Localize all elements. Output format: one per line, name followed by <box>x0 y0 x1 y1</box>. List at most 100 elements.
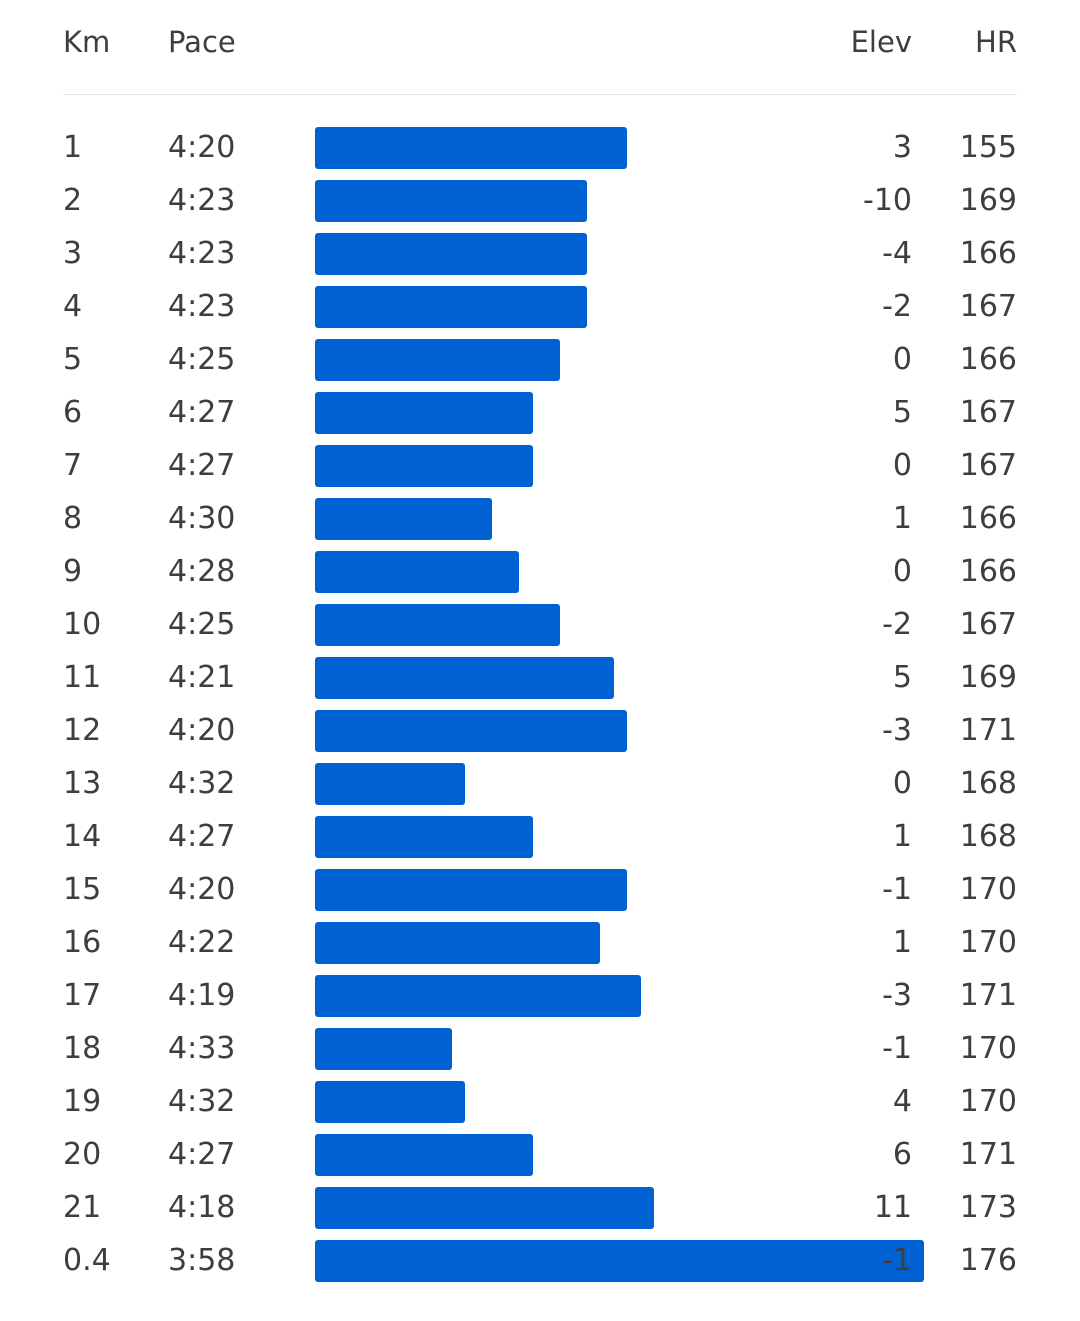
pace-bar <box>315 180 587 222</box>
split-km: 11 <box>63 660 102 695</box>
split-elev: 0 <box>892 342 912 377</box>
split-hr: 167 <box>959 289 1017 324</box>
split-hr: 166 <box>959 554 1017 589</box>
split-pace: 4:27 <box>168 395 236 430</box>
pace-bar <box>315 1240 924 1282</box>
split-elev: -1 <box>882 872 912 907</box>
split-row: 5 4:25 0 166 <box>0 339 1080 392</box>
pace-bar <box>315 233 587 275</box>
split-pace: 4:20 <box>168 872 236 907</box>
header-divider <box>63 94 1017 95</box>
split-hr: 170 <box>959 872 1017 907</box>
split-row: 2 4:23 -10 169 <box>0 180 1080 233</box>
split-pace: 4:25 <box>168 342 236 377</box>
split-pace: 4:22 <box>168 925 236 960</box>
split-elev: 0 <box>892 448 912 483</box>
column-header-elev: Elev <box>850 25 912 59</box>
split-km: 2 <box>63 183 83 218</box>
split-row: 15 4:20 -1 170 <box>0 869 1080 922</box>
split-hr: 167 <box>959 607 1017 642</box>
splits-header: Km Pace Elev HR <box>0 0 1080 95</box>
split-elev: 3 <box>892 130 912 165</box>
split-elev: -3 <box>882 713 912 748</box>
split-hr: 166 <box>959 501 1017 536</box>
split-elev: -3 <box>882 978 912 1013</box>
split-elev: -2 <box>882 289 912 324</box>
pace-bar <box>315 339 560 381</box>
split-hr: 171 <box>959 713 1017 748</box>
split-elev: 1 <box>892 501 912 536</box>
pace-bar <box>315 657 614 699</box>
split-row: 9 4:28 0 166 <box>0 551 1080 604</box>
split-pace: 4:27 <box>168 819 236 854</box>
split-row: 6 4:27 5 167 <box>0 392 1080 445</box>
pace-bar <box>315 286 587 328</box>
split-elev: 5 <box>892 660 912 695</box>
split-hr: 169 <box>959 660 1017 695</box>
split-row: 14 4:27 1 168 <box>0 816 1080 869</box>
split-row: 10 4:25 -2 167 <box>0 604 1080 657</box>
split-row: 7 4:27 0 167 <box>0 445 1080 498</box>
split-pace: 4:25 <box>168 607 236 642</box>
split-elev: -1 <box>882 1031 912 1066</box>
split-km: 1 <box>63 130 83 165</box>
split-pace: 4:20 <box>168 713 236 748</box>
pace-bar <box>315 975 641 1017</box>
split-km: 12 <box>63 713 102 748</box>
split-km: 6 <box>63 395 83 430</box>
split-hr: 171 <box>959 978 1017 1013</box>
split-km: 9 <box>63 554 83 589</box>
split-elev: 4 <box>892 1084 912 1119</box>
split-row: 17 4:19 -3 171 <box>0 975 1080 1028</box>
split-hr: 170 <box>959 1031 1017 1066</box>
split-hr: 167 <box>959 448 1017 483</box>
split-km: 14 <box>63 819 102 854</box>
split-pace: 4:27 <box>168 448 236 483</box>
pace-bar <box>315 498 492 540</box>
split-km: 20 <box>63 1137 102 1172</box>
split-hr: 166 <box>959 236 1017 271</box>
split-km: 3 <box>63 236 83 271</box>
split-hr: 170 <box>959 925 1017 960</box>
split-pace: 4:23 <box>168 289 236 324</box>
pace-bar <box>315 1134 533 1176</box>
split-hr: 167 <box>959 395 1017 430</box>
split-pace: 4:27 <box>168 1137 236 1172</box>
split-pace: 4:32 <box>168 766 236 801</box>
split-elev: -4 <box>882 236 912 271</box>
column-header-km: Km <box>63 25 111 59</box>
split-hr: 176 <box>959 1243 1017 1278</box>
pace-bar <box>315 604 560 646</box>
split-elev: -10 <box>863 183 912 218</box>
split-row: 8 4:30 1 166 <box>0 498 1080 551</box>
split-row: 4 4:23 -2 167 <box>0 286 1080 339</box>
split-hr: 173 <box>959 1190 1017 1225</box>
split-row: 12 4:20 -3 171 <box>0 710 1080 763</box>
pace-bar <box>315 710 627 752</box>
split-hr: 170 <box>959 1084 1017 1119</box>
split-km: 0.4 <box>63 1243 111 1278</box>
split-hr: 171 <box>959 1137 1017 1172</box>
split-elev: 1 <box>892 925 912 960</box>
pace-bar <box>315 1081 465 1123</box>
split-pace: 4:28 <box>168 554 236 589</box>
split-row: 18 4:33 -1 170 <box>0 1028 1080 1081</box>
split-km: 17 <box>63 978 102 1013</box>
split-km: 21 <box>63 1190 102 1225</box>
pace-bar <box>315 869 627 911</box>
split-pace: 4:30 <box>168 501 236 536</box>
split-hr: 155 <box>959 130 1017 165</box>
split-hr: 168 <box>959 766 1017 801</box>
pace-bar <box>315 922 600 964</box>
split-km: 16 <box>63 925 102 960</box>
pace-bar <box>315 392 533 434</box>
split-km: 18 <box>63 1031 102 1066</box>
split-km: 7 <box>63 448 83 483</box>
split-row: 13 4:32 0 168 <box>0 763 1080 816</box>
split-hr: 169 <box>959 183 1017 218</box>
split-pace: 4:18 <box>168 1190 236 1225</box>
pace-bar <box>315 551 519 593</box>
split-row: 16 4:22 1 170 <box>0 922 1080 975</box>
column-header-hr: HR <box>975 25 1017 59</box>
